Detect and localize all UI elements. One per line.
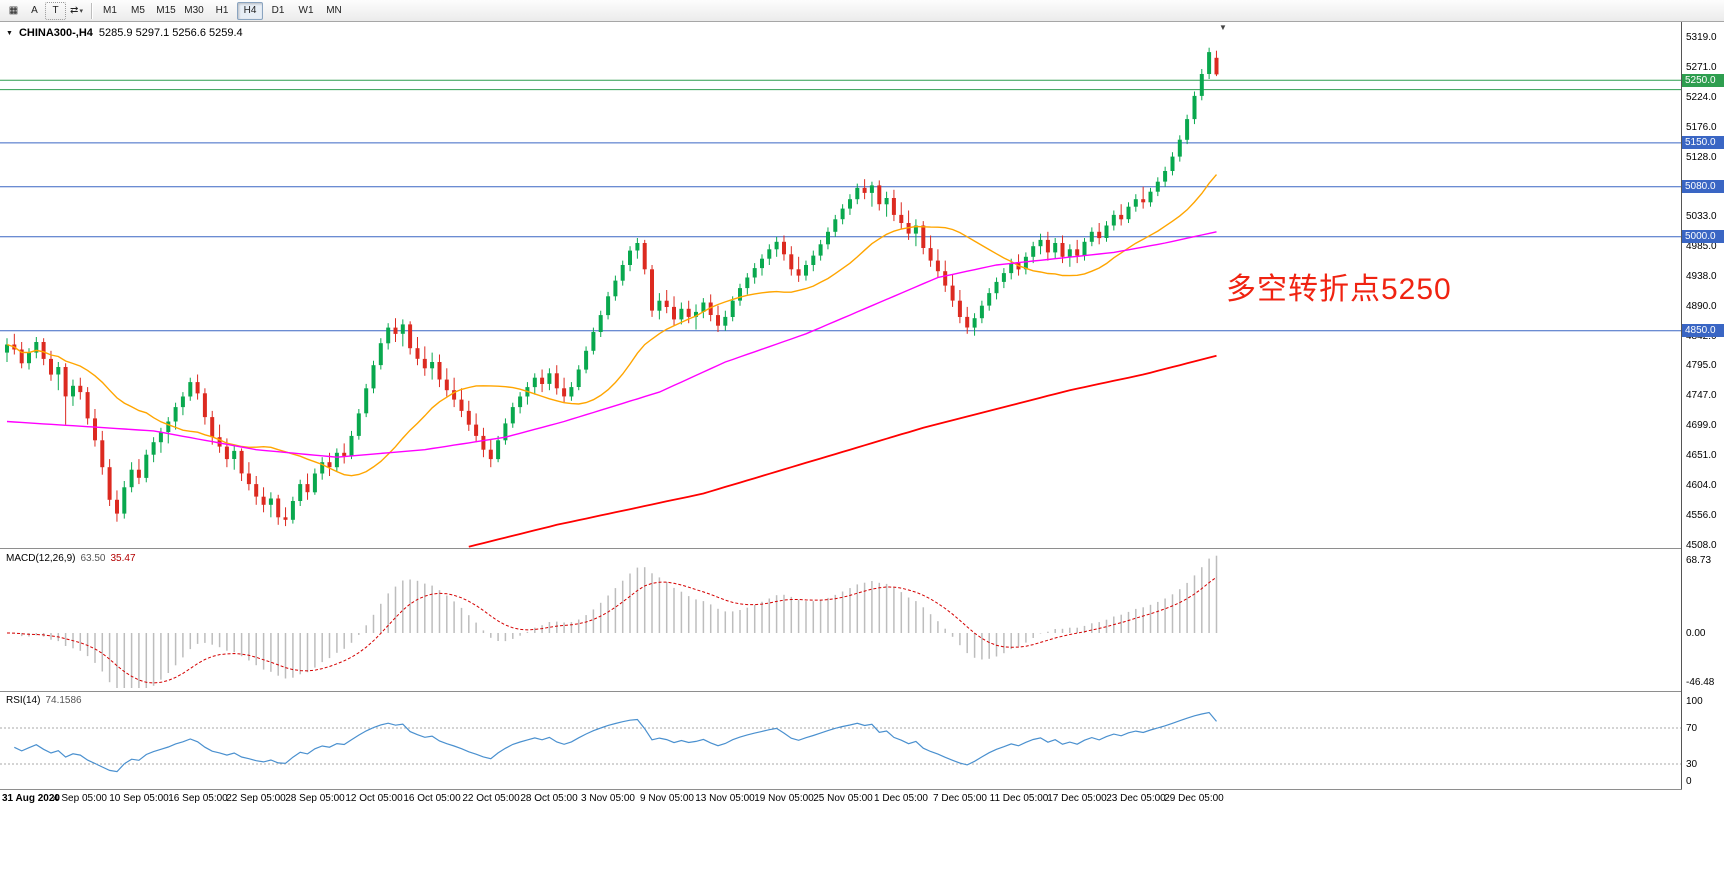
- time-axis-label: 11 Dec 05:00: [989, 793, 1049, 804]
- price-tick-label: 4699.0: [1686, 420, 1717, 431]
- time-axis-label: 29 Dec 05:00: [1164, 793, 1224, 804]
- time-axis-label: 13 Nov 05:00: [695, 793, 755, 804]
- macd-signal-value: 35.47: [110, 553, 136, 564]
- annotation-text[interactable]: 多空转折点5250: [1226, 273, 1452, 306]
- cursor-a-button[interactable]: A: [24, 2, 45, 20]
- timeframe-mn-button[interactable]: MN: [321, 2, 347, 20]
- price-tick-label: 4651.0: [1686, 450, 1717, 461]
- timeframe-m15-button[interactable]: M15: [153, 2, 179, 20]
- cycle-symbols-button[interactable]: ⇄ ▾: [66, 2, 87, 20]
- chart-title: ▼ CHINA300-,H4 5285.9 5297.1 5256.6 5259…: [6, 27, 243, 39]
- timeframe-m5-button[interactable]: M5: [125, 2, 151, 20]
- timeframe-m1-button[interactable]: M1: [97, 2, 123, 20]
- pane-separator[interactable]: [0, 548, 1724, 549]
- price-tick-label: 4747.0: [1686, 390, 1717, 401]
- time-axis-label: 25 Nov 05:00: [813, 793, 873, 804]
- macd-label: MACD(12,26,9) 63.50 35.47: [6, 553, 136, 564]
- price-tick-label: 4604.0: [1686, 480, 1717, 491]
- price-tick-label: 5271.0: [1686, 62, 1717, 73]
- macd-axis-label: 0.00: [1686, 628, 1706, 639]
- price-level-badge: 5000.0: [1682, 230, 1724, 243]
- ohlc-values: 5285.9 5297.1 5256.6 5259.4: [98, 27, 243, 39]
- price-tick-label: 4556.0: [1686, 510, 1717, 521]
- macd-axis-label: 68.73: [1686, 555, 1712, 566]
- chart-grid-icon: ▦: [8, 5, 19, 16]
- chart-shift-marker-icon: ▼: [1219, 23, 1227, 32]
- chart-window-button[interactable]: ▦: [3, 2, 24, 20]
- chevron-down-icon: ▾: [79, 7, 83, 15]
- text-tool-button[interactable]: T: [45, 1, 66, 20]
- price-tick-label: 4795.0: [1686, 360, 1717, 371]
- time-axis-label: 17 Dec 05:00: [1047, 793, 1107, 804]
- rsi-value: 74.1586: [45, 695, 82, 706]
- toolbar-separator: [91, 2, 92, 19]
- price-level-badge: 4850.0: [1682, 324, 1724, 337]
- time-axis-label: 4 Sep 05:00: [53, 793, 107, 804]
- time-axis-label: 12 Oct 05:00: [345, 793, 403, 804]
- rsi-axis-label: 0: [1686, 776, 1692, 787]
- price-tick-label: 5319.0: [1686, 32, 1717, 43]
- time-axis-label: 1 Dec 05:00: [874, 793, 928, 804]
- moving-averages: [6, 174, 1218, 548]
- pane-separator[interactable]: [0, 691, 1724, 692]
- cycle-arrows-icon: ⇄: [70, 5, 79, 16]
- time-axis-label: 22 Sep 05:00: [226, 793, 286, 804]
- pane-separator[interactable]: [0, 789, 1724, 790]
- rsi-axis-label: 70: [1686, 723, 1698, 734]
- rsi-axis-label: 100: [1686, 696, 1703, 707]
- rsi-axis-label: 30: [1686, 759, 1698, 770]
- time-axis-label: 31 Aug 2020: [2, 793, 60, 804]
- price-tick-label: 4890.0: [1686, 301, 1717, 312]
- letter-a-icon: A: [31, 5, 38, 16]
- time-axis-label: 23 Dec 05:00: [1106, 793, 1166, 804]
- time-axis-label: 28 Sep 05:00: [285, 793, 345, 804]
- price-tick-label: 5033.0: [1686, 211, 1717, 222]
- time-axis-label: 3 Nov 05:00: [581, 793, 635, 804]
- symbol-label: CHINA300-,H4: [18, 27, 93, 39]
- time-axis-label: 9 Nov 05:00: [640, 793, 694, 804]
- time-axis-label: 16 Sep 05:00: [168, 793, 228, 804]
- time-axis-label: 19 Nov 05:00: [754, 793, 814, 804]
- price-tick-label: 5224.0: [1686, 92, 1717, 103]
- macd-series: [6, 555, 1218, 688]
- timeframe-w1-button[interactable]: W1: [293, 2, 319, 20]
- timeframe-d1-button[interactable]: D1: [265, 2, 291, 20]
- toolbar: ▦ A T ⇄ ▾ M1 M5 M15 M30 H1 H4 D1 W1 MN: [0, 0, 1724, 22]
- level-lines: [0, 79, 1681, 332]
- price-tick-label: 4508.0: [1686, 540, 1717, 551]
- time-axis-label: 22 Oct 05:00: [462, 793, 520, 804]
- price-level-badge: 5080.0: [1682, 180, 1724, 193]
- rsi-series: [0, 711, 1681, 773]
- timeframe-h1-button[interactable]: H1: [209, 2, 235, 20]
- timeframe-h4-button[interactable]: H4: [237, 1, 263, 20]
- time-axis-label: 16 Oct 05:00: [403, 793, 461, 804]
- timeframe-m30-button[interactable]: M30: [181, 2, 207, 20]
- price-tick-label: 4985.0: [1686, 241, 1717, 252]
- candlestick-series: [5, 47, 1219, 527]
- axis-border-line: [1681, 22, 1682, 789]
- time-axis-label: 7 Dec 05:00: [933, 793, 987, 804]
- rsi-label: RSI(14) 74.1586: [6, 695, 82, 706]
- price-tick-label: 5176.0: [1686, 122, 1717, 133]
- letter-t-icon: T: [52, 5, 59, 16]
- macd-main-value: 63.50: [80, 553, 106, 564]
- price-tick-label: 5128.0: [1686, 152, 1717, 163]
- time-axis-label: 10 Sep 05:00: [109, 793, 169, 804]
- price-tick-label: 4938.0: [1686, 271, 1717, 282]
- macd-axis-label: -46.48: [1686, 677, 1715, 688]
- price-axis[interactable]: 5319.0 5271.0 5224.0 5176.0 5128.0 5080.0 5033…: [1682, 0, 1724, 812]
- time-axis-label: 28 Oct 05:00: [520, 793, 578, 804]
- timeframe-group: M1 M5 M15 M30 H1 H4 D1 W1 MN: [96, 1, 348, 20]
- symbol-marker-icon: ▼: [6, 29, 13, 37]
- price-level-badge: 5250.0: [1682, 74, 1724, 87]
- time-axis[interactable]: 31 Aug 2020 4 Sep 05:00 10 Sep 05:00 16 Sep…: [0, 790, 1680, 812]
- rsi-name: RSI(14): [6, 695, 41, 706]
- price-level-badge: 5150.0: [1682, 136, 1724, 149]
- macd-name: MACD(12,26,9): [6, 553, 76, 564]
